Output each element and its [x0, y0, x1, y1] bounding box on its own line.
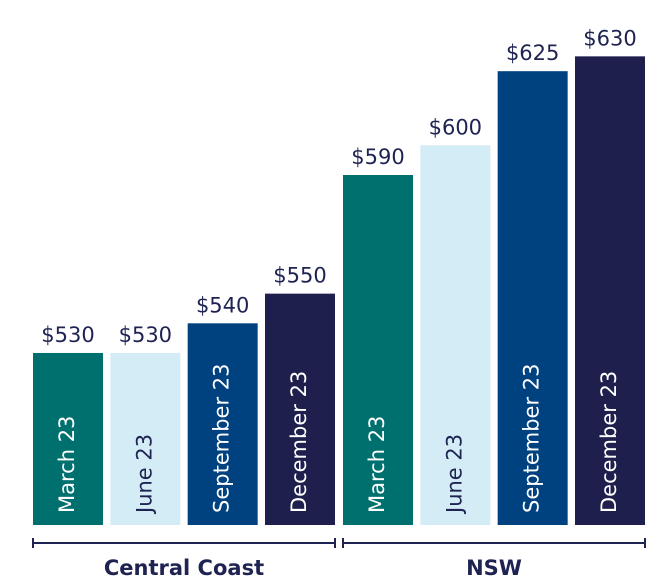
- bar-series-label: September 23: [210, 364, 234, 513]
- bar: [575, 56, 645, 526]
- bar: [343, 175, 413, 525]
- bar-series-label: December 23: [287, 371, 311, 513]
- bar: [265, 293, 335, 525]
- value-label: $630: [583, 26, 636, 50]
- value-label: $530: [41, 323, 94, 347]
- value-label: $625: [506, 41, 559, 65]
- bar-series-label: March 23: [365, 416, 389, 513]
- bar: [110, 352, 181, 525]
- bar: [187, 323, 258, 525]
- bar-series-label: June 23: [442, 434, 466, 515]
- bar-series-label: September 23: [520, 364, 544, 513]
- bar: [420, 145, 491, 525]
- value-label: $590: [351, 145, 404, 169]
- bar: [33, 352, 103, 525]
- bar-series-label: December 23: [597, 371, 621, 513]
- value-label: $530: [119, 323, 172, 347]
- group-label: Central Coast: [104, 556, 264, 580]
- group-label: NSW: [466, 556, 522, 580]
- bar-series-label: June 23: [132, 434, 156, 515]
- value-label: $540: [196, 293, 249, 317]
- bar-series-label: March 23: [55, 416, 79, 513]
- value-label: $600: [429, 115, 482, 139]
- bar: [497, 71, 568, 526]
- value-label: $550: [273, 264, 326, 288]
